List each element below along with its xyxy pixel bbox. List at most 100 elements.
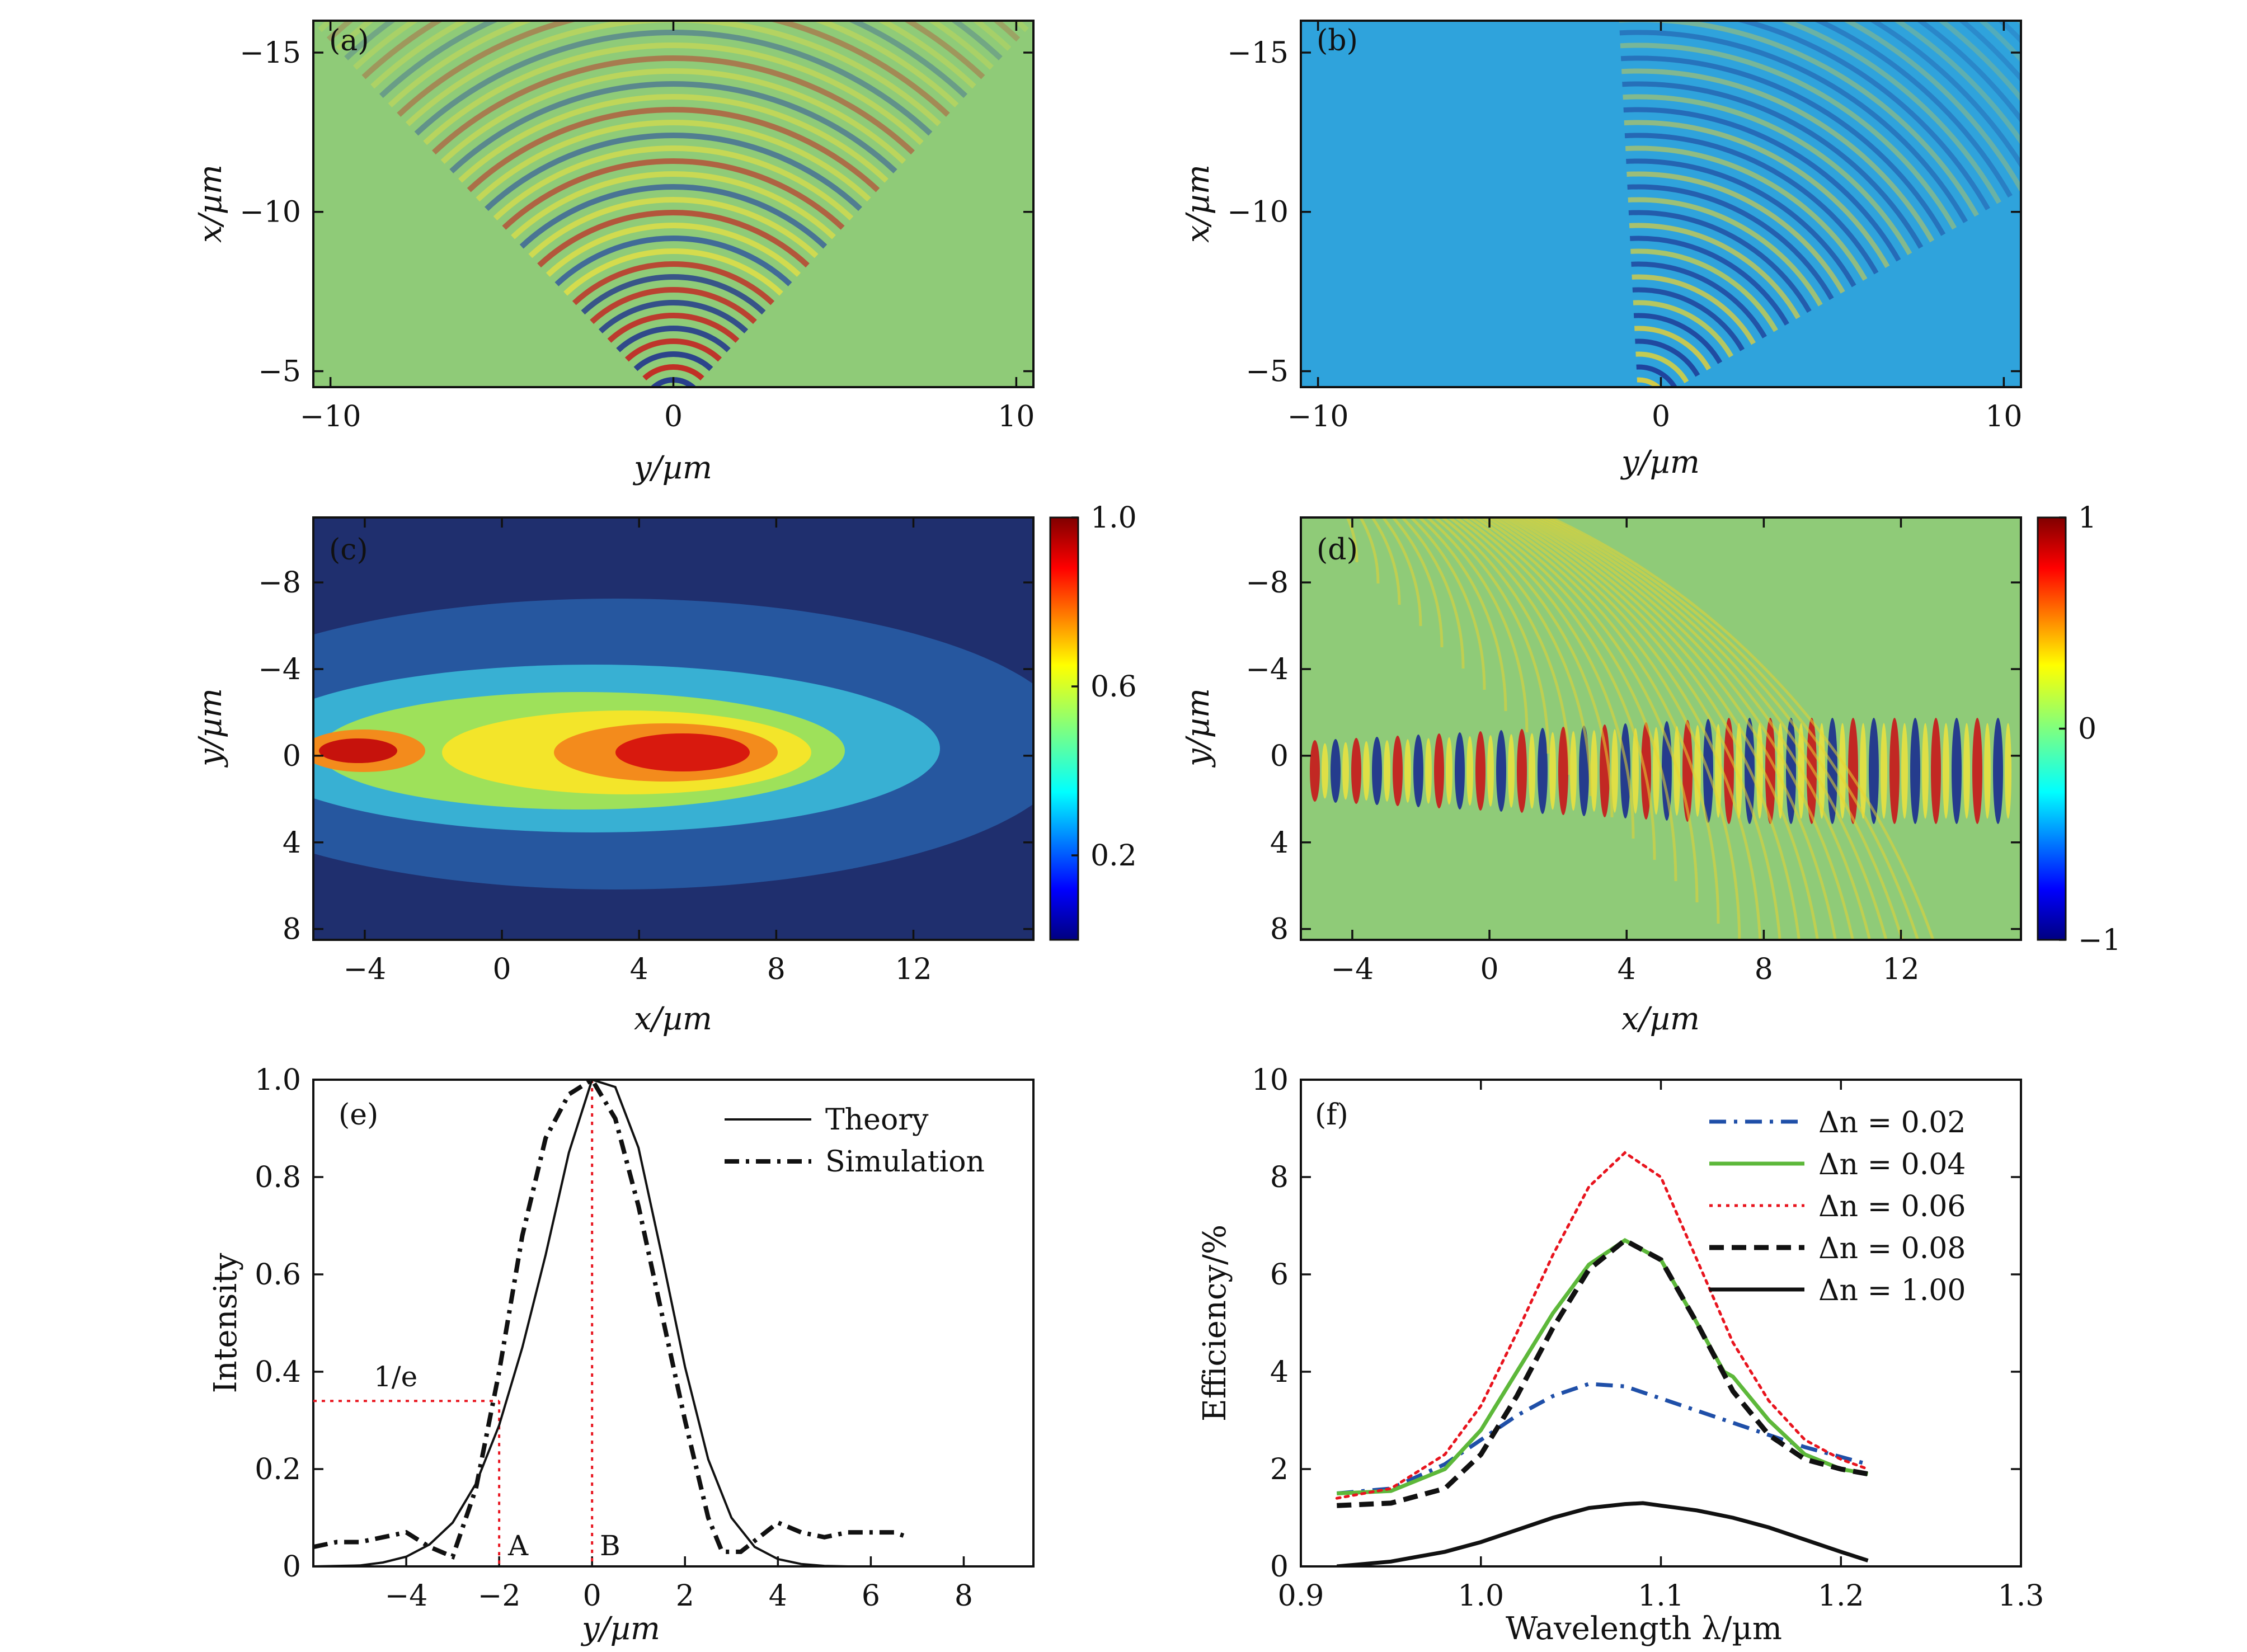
panel-d-background-ripple (1491, 517, 1741, 940)
panel-d-colorbar-label: −1 (2078, 924, 2121, 957)
panel-e-ytick-label: 0.4 (255, 1356, 301, 1389)
panel-e-point-a-label: A (507, 1529, 529, 1562)
panel-a-wavefront-arc (528, 197, 819, 258)
panel-f-xtick-label: 0.9 (1278, 1579, 1324, 1613)
panel-b-axes: −10 0 10 −15 −10 −5 (1227, 21, 2022, 434)
panel-d-wave-stripe-yellow (1549, 732, 1556, 810)
panel-c-ytick-label: 8 (283, 913, 301, 947)
panel-a-wavefront-arc (493, 145, 854, 220)
panel-f-series-line (1337, 1238, 1869, 1495)
panel-a-wavefront-arc (370, 21, 976, 89)
panel-e: −4 −2 0 2 4 6 8 0 0.2 0.4 0.6 0.8 1.0 (e) 1/e A B Th… (208, 1063, 1035, 1647)
panel-e-ytick-label: 0 (283, 1550, 301, 1584)
panel-d-xlabel: x/µm (1621, 1001, 1700, 1037)
panel-e-axes: −4 −2 0 2 4 6 8 0 0.2 0.4 0.6 0.8 1.0 (255, 1063, 973, 1613)
panel-d-background-ripple (1507, 517, 1801, 940)
panel-d-background-ripple (1346, 517, 1358, 563)
panel-b-wavefront-arc (1629, 236, 1789, 326)
panel-b-wavefront-arc (1623, 94, 1912, 256)
panel-b-wavefront-arc (1624, 133, 1879, 275)
panel-c-axes: −4 0 4 8 12 −8 −4 0 4 8 1.0 0.6 0.2 (258, 501, 1136, 986)
panel-f-xtick-label: 1.1 (1638, 1579, 1684, 1613)
panel-d-background-ripple (1466, 517, 1656, 860)
panel-a-wavefront-arc (642, 364, 704, 381)
panel-d-wave-stripe (1372, 737, 1382, 805)
panel-f-ytick-label: 6 (1270, 1258, 1289, 1292)
panel-b-ylabel: x/µm (1180, 164, 1216, 243)
panel-d-wave-stripe-yellow (1404, 739, 1411, 803)
panel-f-series-line (1336, 1501, 1869, 1566)
panel-e-series-simulation (313, 1080, 909, 1560)
panel-b-wavefront-arc (1915, 21, 2021, 124)
panel-d-background-ripple (1546, 517, 1935, 940)
panel-d-background-ripple (1447, 517, 1592, 797)
panel-e-series (313, 1080, 909, 1566)
panel-c-beam (313, 599, 1033, 889)
panel-b-label: (b) (1317, 24, 1358, 58)
panel-d-xtick-label: 0 (1480, 953, 1499, 986)
panel-b-wavefront-arc (1628, 197, 1823, 307)
panel-a-wavefront-arc (590, 287, 757, 324)
panel-c-ytick-label: −4 (258, 653, 301, 686)
panel-d-wave-stripe (1434, 733, 1444, 808)
panel-c-xtick-label: 8 (767, 953, 786, 986)
panel-e-legend-label: Simulation (825, 1145, 985, 1179)
panel-e-xtick-label: 2 (676, 1579, 694, 1613)
panel-c-xtick-label: 4 (630, 953, 648, 986)
panel-e-one-over-e-label: 1/e (374, 1361, 417, 1393)
panel-b-ytick-label: −15 (1227, 36, 1289, 70)
panel-b-xlabel: y/µm (1620, 444, 1700, 481)
panel-b-ytick-label: −5 (1245, 355, 1289, 389)
panel-a-wavefront-arc (554, 236, 792, 286)
panel-e-legend-label: Theory (825, 1103, 929, 1137)
panel-a-ytick-label: −5 (258, 355, 301, 389)
panel-f-axes: 0.9 1.0 1.1 1.2 1.3 0 2 4 6 8 10 (1252, 1063, 2044, 1613)
panel-a-wavefront-arc (449, 81, 897, 173)
panel-b-wavefront-arc (1629, 223, 1801, 319)
panel-f-xtick-label: 1.0 (1458, 1579, 1504, 1613)
panel-d-wave-stripe (1972, 718, 1982, 824)
panel-c-xlabel: x/µm (634, 1001, 712, 1037)
panel-a-wavefront-arc (511, 171, 836, 239)
panel-a-wavefront-arc (485, 133, 862, 211)
panel-b-wavefront-arc (1627, 171, 1845, 294)
panel-d-wave-stripe (1310, 740, 1320, 802)
panel-d-wave-stripe (1496, 730, 1506, 812)
panel-a-ytick-label: −15 (239, 36, 301, 70)
panel-c-colorbar-label: 1.0 (1090, 501, 1137, 535)
panel-a-wavefront-arc (467, 107, 880, 192)
panel-f-legend: Δn = 0.02 Δn = 0.04 Δn = 0.06 Δn = 0.08 Δn =… (1709, 1106, 1966, 1307)
panel-b-wavefront-arc (1778, 21, 2001, 204)
panel-d-wave-stripe-yellow (1653, 727, 1660, 815)
panel-a-xtick-label: −10 (300, 400, 361, 434)
panel-c-frame (312, 516, 1035, 941)
panel-d-wave-stripe (1351, 738, 1361, 804)
panel-b-wavefront-arc (1625, 145, 1868, 281)
panel-d-wave-stripe-yellow (1363, 741, 1370, 801)
panel-d-background-ripple (1473, 517, 1677, 882)
panel-d-wave-stripe (1475, 731, 1486, 811)
panel-d-ytick-label: 8 (1270, 913, 1289, 947)
panel-b-wavefront-arc (1628, 210, 1812, 313)
panel-a-wavefront-arc (458, 94, 889, 183)
panel-b-xtick-label: 10 (1985, 400, 2022, 434)
panel-a-xlabel: y/µm (632, 450, 712, 486)
panel-d-wave-stripe-yellow (1963, 723, 1970, 819)
panel-a-wavefront-arc (414, 30, 933, 136)
panel-e-ytick-label: 0.8 (255, 1161, 301, 1194)
panel-d-background-ripple (1533, 517, 1888, 940)
panel-a-wavefront-arc (563, 248, 783, 296)
panel-c-label: (c) (329, 533, 368, 567)
panel-b-wavefronts (1619, 21, 2021, 387)
panel-d-wave-stripe-yellow (1487, 735, 1494, 807)
panel-a-wavefront-arc (379, 21, 968, 98)
panel-d-background-ripple (1381, 517, 1422, 627)
panel-d-wave-stripe (1600, 724, 1610, 817)
panel-d-ytick-label: 0 (1270, 740, 1289, 773)
panel-a-wavefront-arc (294, 0, 1054, 2)
panel-d-frame (1300, 516, 2022, 941)
panel-b-xtick-label: 0 (1652, 400, 1670, 434)
panel-b-wavefront-arc (1634, 326, 1712, 371)
panel-e-xtick-label: −4 (385, 1579, 428, 1613)
panel-b-wavefront-arc (1621, 68, 1935, 243)
